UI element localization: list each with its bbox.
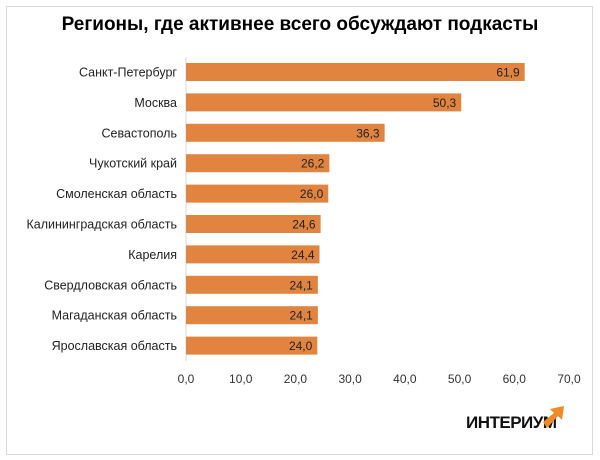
- bar: [186, 306, 318, 325]
- data-label: 24,1: [290, 309, 314, 323]
- x-tick-label: 50,0: [448, 372, 472, 386]
- category-label: Магаданская область: [52, 309, 177, 323]
- category-label: Калининградская область: [26, 218, 177, 232]
- data-label: 24,1: [290, 278, 314, 292]
- chart-title: Регионы, где активнее всего обсуждают по…: [61, 14, 539, 35]
- category-label: Ярославская область: [52, 339, 177, 353]
- category-label: Москва: [134, 96, 177, 110]
- bar: [186, 245, 320, 264]
- bar: [186, 93, 462, 112]
- bar: [186, 63, 525, 81]
- bar: [186, 154, 330, 173]
- chart-frame: [6, 6, 593, 455]
- bar: [186, 215, 321, 233]
- category-label: Севастополь: [102, 126, 177, 140]
- category-label: Санкт-Петербург: [79, 66, 177, 80]
- x-tick-label: 70,0: [557, 372, 581, 386]
- logo-interium: ИНТЕРИУМ: [466, 413, 557, 432]
- data-label: 26,0: [300, 187, 324, 201]
- x-tick-label: 10,0: [229, 372, 253, 386]
- category-label: Смоленская область: [56, 187, 177, 201]
- x-tick-label: 0,0: [178, 372, 195, 386]
- category-label: Карелия: [128, 248, 177, 262]
- logo-arrow-icon: [543, 406, 564, 428]
- bar: [186, 336, 318, 355]
- x-tick-label: 20,0: [284, 372, 308, 386]
- x-tick-label: 60,0: [503, 372, 527, 386]
- data-label: 50,3: [433, 96, 457, 110]
- data-label: 26,2: [301, 157, 325, 171]
- bar: [186, 275, 318, 294]
- data-label: 24,0: [289, 339, 313, 353]
- data-label: 36,3: [356, 126, 380, 140]
- bar: [186, 184, 329, 203]
- x-tick-label: 30,0: [338, 372, 362, 386]
- category-label: Свердловская область: [44, 278, 177, 292]
- category-label: Чукотский край: [89, 157, 177, 171]
- x-tick-label: 40,0: [393, 372, 417, 386]
- data-label: 24,6: [292, 218, 316, 232]
- data-label: 61,9: [496, 66, 520, 80]
- bar: [186, 123, 385, 142]
- data-label: 24,4: [291, 248, 315, 262]
